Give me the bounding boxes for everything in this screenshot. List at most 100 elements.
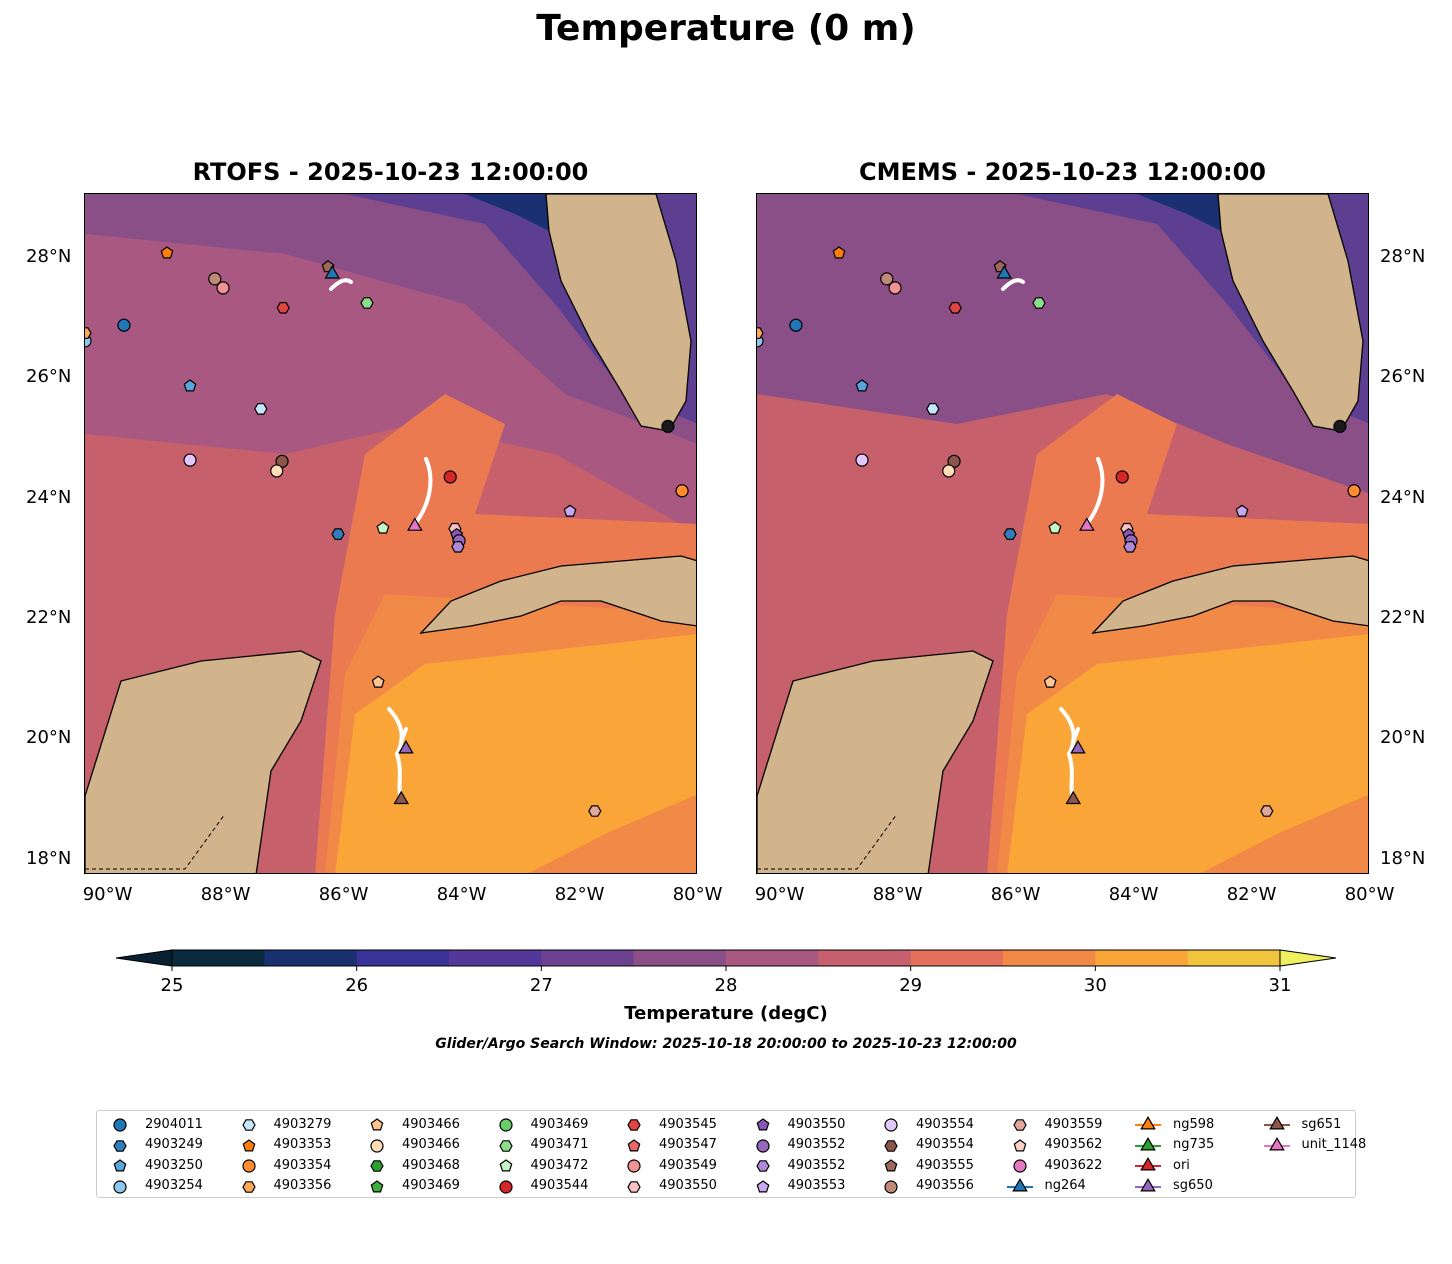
triangle-marker-icon <box>1140 1136 1156 1150</box>
legend-item: 4903354 <box>234 1155 331 1175</box>
lon-tick-label: 80°W <box>1344 884 1395 905</box>
map-cmems <box>756 193 1369 874</box>
legend-label: 4903353 <box>273 1137 332 1152</box>
legend-item: 4903556 <box>876 1176 974 1196</box>
lat-tick-label: 28°N <box>26 245 72 267</box>
pentagon-marker-icon <box>499 1159 512 1172</box>
hexagon-marker-icon <box>627 1180 641 1193</box>
legend-label: 4903550 <box>659 1178 717 1193</box>
circle-marker-icon <box>1012 1159 1027 1173</box>
legend-item: 4903550 <box>748 1114 845 1134</box>
argo-float-marker <box>1003 528 1017 540</box>
legend-label: 4903471 <box>530 1137 589 1152</box>
hexagon-marker-icon <box>1012 1119 1027 1131</box>
triangle-marker-icon <box>1268 1136 1285 1150</box>
circle-marker-icon <box>370 1138 384 1153</box>
glider-track <box>1059 707 1076 801</box>
legend-label: ng598 <box>1173 1116 1215 1132</box>
glider-track <box>1001 278 1025 291</box>
legend-item: unit_1148 <box>1262 1135 1366 1155</box>
colorbar-bin <box>1095 950 1189 966</box>
circle-marker-icon <box>113 1118 127 1132</box>
legend-item: 4903550 <box>619 1176 717 1196</box>
circle-marker-icon <box>755 1138 770 1153</box>
argo-float-marker <box>360 297 374 309</box>
legend-item: 4903472 <box>491 1155 588 1175</box>
argo-float-marker <box>563 504 577 517</box>
lat-tick-label: 22°N <box>1380 607 1426 628</box>
argo-float-marker <box>855 379 869 392</box>
legend-item: 4903559 <box>1005 1114 1102 1134</box>
lon-tick-label: 80°W <box>672 884 723 905</box>
legend-item: 4903254 <box>105 1176 203 1196</box>
argo-float-marker <box>942 464 956 478</box>
glider-marker <box>1065 790 1082 805</box>
argo-float-marker <box>757 327 764 339</box>
glider-marker <box>407 517 423 531</box>
legend-item: 4903544 <box>491 1176 588 1196</box>
legend-label: 4903250 <box>145 1157 203 1173</box>
lat-tick-label: 28°N <box>1380 245 1426 267</box>
legend-item: ng598 <box>1133 1114 1214 1134</box>
colorbar-tick-label: 25 <box>161 975 184 995</box>
circle-marker-icon <box>241 1159 256 1173</box>
colorbar-tick-label: 30 <box>1084 975 1107 995</box>
argo-float-marker <box>661 419 675 433</box>
argo-float-marker <box>443 470 457 484</box>
argo-float-marker <box>675 484 689 498</box>
lon-tick-label: 90°W <box>754 884 805 905</box>
legend-label: sg650 <box>1173 1178 1213 1193</box>
legend-label: 4903622 <box>1044 1157 1103 1173</box>
land-florida <box>545 194 692 432</box>
legend-label: ng264 <box>1044 1178 1086 1193</box>
lat-tick-label: 18°N <box>26 847 72 869</box>
argo-float-marker <box>117 318 131 332</box>
argo-float-marker <box>926 403 940 415</box>
glider-track <box>413 457 433 526</box>
colorbar-tick-label: 28 <box>715 975 738 995</box>
glider-track <box>399 727 408 744</box>
colorbar-bin <box>264 950 358 966</box>
lon-tick-label: 82°W <box>1226 884 1277 905</box>
glider-marker <box>1070 739 1086 754</box>
glider-marker <box>1079 517 1095 531</box>
argo-float-marker <box>208 272 222 286</box>
legend-item: 4903562 <box>1005 1135 1102 1155</box>
lon-tick-label: 86°W <box>990 884 1041 905</box>
colorbar-bin <box>1003 950 1096 966</box>
lat-tick-label: 26°N <box>1380 366 1426 388</box>
legend-label: 4903469 <box>402 1178 460 1193</box>
pentagon-marker-icon <box>1013 1138 1026 1151</box>
legend-item: 4903250 <box>105 1155 203 1175</box>
argo-float-marker <box>85 327 92 339</box>
panel-title-cmems: CMEMS - 2025-10-23 12:00:00 <box>859 158 1266 186</box>
lon-tick-label: 88°W <box>200 884 251 905</box>
argo-float-marker <box>270 464 284 478</box>
legend-item: 4903555 <box>876 1155 974 1175</box>
argo-float-marker <box>451 541 465 553</box>
argo-float-marker <box>1048 521 1062 534</box>
lat-tick-label: 24°N <box>26 486 72 508</box>
argo-float-marker <box>1032 297 1046 309</box>
circle-marker-icon <box>884 1118 898 1132</box>
land-cuba <box>419 555 696 634</box>
land-yucatan <box>85 650 322 873</box>
argo-float-marker <box>1235 504 1249 517</box>
glider-marker <box>996 265 1013 279</box>
hexagon-marker-icon <box>884 1139 898 1152</box>
hexagon-marker-icon <box>627 1119 641 1131</box>
colorbar-extend-max <box>1279 949 1337 967</box>
colorbar-bin <box>910 950 1004 966</box>
glider-marker <box>393 790 410 805</box>
glider-track <box>1071 727 1080 744</box>
argo-float-marker <box>588 805 602 817</box>
legend-label: 4903556 <box>916 1178 974 1193</box>
triangle-marker-icon <box>1140 1116 1156 1130</box>
colorbar-bin <box>726 950 819 966</box>
lon-tick-label: 90°W <box>82 884 133 905</box>
argo-float-marker <box>1347 484 1361 498</box>
legend-label: 4903552 <box>787 1137 846 1152</box>
argo-float-marker <box>1260 805 1274 817</box>
legend-label: 4903469 <box>530 1116 589 1132</box>
